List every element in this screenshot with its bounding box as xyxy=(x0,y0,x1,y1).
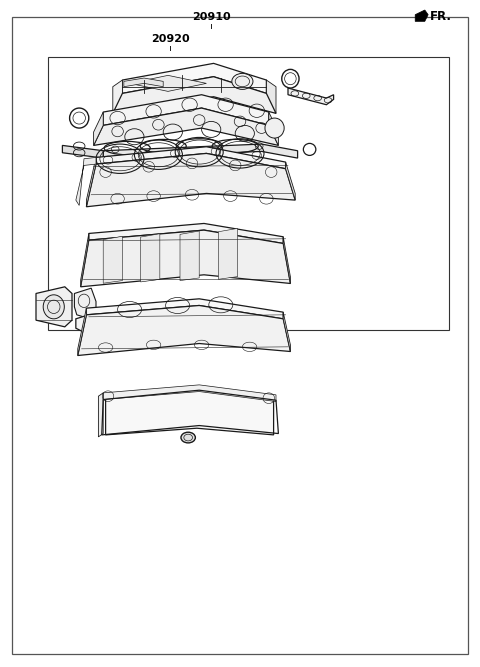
Polygon shape xyxy=(89,223,283,243)
Polygon shape xyxy=(78,305,290,356)
Polygon shape xyxy=(86,299,283,319)
Polygon shape xyxy=(103,95,269,125)
Polygon shape xyxy=(103,385,276,402)
Polygon shape xyxy=(96,147,286,169)
Polygon shape xyxy=(218,228,238,279)
Polygon shape xyxy=(78,308,86,356)
Polygon shape xyxy=(113,77,276,113)
Polygon shape xyxy=(283,312,290,352)
Polygon shape xyxy=(86,157,96,207)
Polygon shape xyxy=(113,80,122,113)
Ellipse shape xyxy=(232,73,253,89)
Text: 20910: 20910 xyxy=(192,12,230,22)
Ellipse shape xyxy=(43,295,64,319)
Polygon shape xyxy=(103,144,298,158)
Ellipse shape xyxy=(181,432,195,443)
Polygon shape xyxy=(36,287,72,327)
Polygon shape xyxy=(141,233,160,282)
Polygon shape xyxy=(180,231,199,281)
Bar xyxy=(48,57,449,330)
Polygon shape xyxy=(76,157,96,205)
Polygon shape xyxy=(86,153,295,207)
Polygon shape xyxy=(124,78,163,87)
Polygon shape xyxy=(122,63,266,93)
Polygon shape xyxy=(269,112,278,145)
Polygon shape xyxy=(415,10,428,21)
Ellipse shape xyxy=(265,118,284,138)
Text: FR.: FR. xyxy=(430,9,452,23)
Polygon shape xyxy=(81,230,290,287)
Polygon shape xyxy=(74,288,96,319)
Polygon shape xyxy=(76,315,96,335)
Polygon shape xyxy=(266,80,276,113)
Text: 20920: 20920 xyxy=(151,34,190,44)
Polygon shape xyxy=(288,88,334,105)
Polygon shape xyxy=(98,393,103,437)
Polygon shape xyxy=(283,237,290,283)
Polygon shape xyxy=(94,112,103,145)
Polygon shape xyxy=(62,145,103,158)
Polygon shape xyxy=(103,236,122,283)
Polygon shape xyxy=(106,388,274,435)
Polygon shape xyxy=(81,233,89,287)
Polygon shape xyxy=(94,108,278,145)
Polygon shape xyxy=(286,162,295,200)
Polygon shape xyxy=(130,75,206,91)
